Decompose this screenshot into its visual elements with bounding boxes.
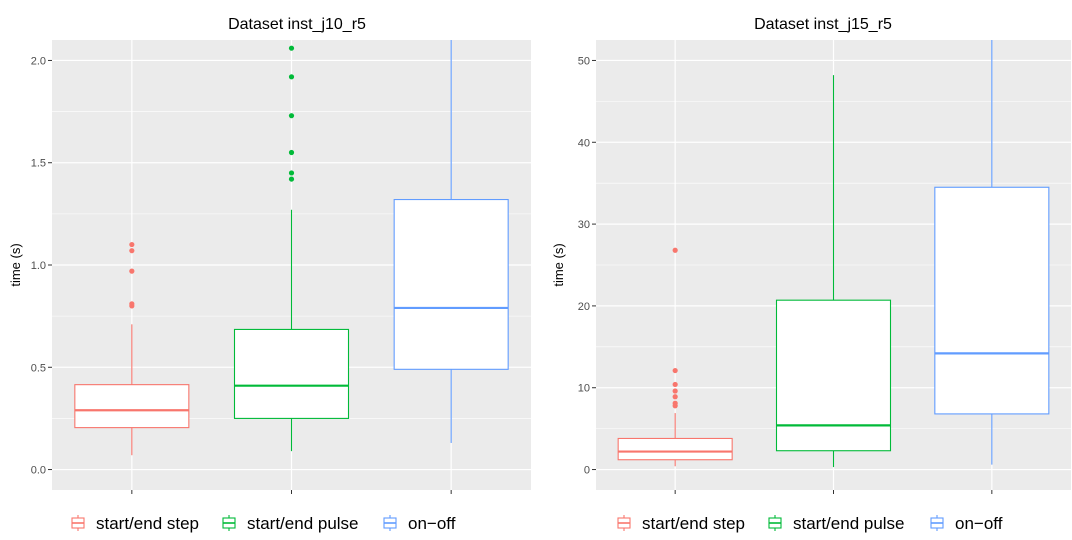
outlier-point — [288, 170, 295, 176]
outlier-point — [672, 247, 678, 253]
y-tick-label: 30 — [578, 219, 590, 231]
y-tick-label: 0.5 — [31, 362, 46, 374]
legend-item: start/end step — [617, 514, 745, 533]
y-tick-label: 0 — [584, 465, 590, 477]
legend-item: on−off — [930, 514, 1003, 533]
box-start-end-step — [74, 241, 190, 456]
plot-area — [74, 40, 509, 456]
iqr-box — [393, 198, 509, 370]
iqr-box — [74, 384, 190, 429]
y-axis-label: time (s) — [8, 243, 23, 286]
iqr-box — [775, 299, 892, 452]
outlier-point — [129, 268, 135, 274]
outlier-point — [672, 388, 678, 394]
legend-label: on−off — [408, 514, 456, 533]
y-axis-label: time (s) — [551, 243, 566, 286]
legend: start/end step start/end pulse on−off — [71, 514, 456, 533]
box-start-end-pulse — [233, 45, 350, 452]
y-tick-label: 50 — [578, 55, 590, 67]
outlier-point — [672, 381, 678, 388]
legend-label: on−off — [955, 514, 1003, 533]
y-tick-label: 1.0 — [31, 260, 46, 272]
iqr-box — [617, 437, 733, 461]
outlier-point — [288, 45, 295, 51]
chart-title: Dataset inst_j15_r5 — [754, 16, 892, 33]
y-tick-label: 1.5 — [31, 158, 46, 170]
iqr-box — [233, 328, 350, 419]
outlier-point — [288, 149, 295, 156]
outlier-point — [288, 176, 295, 182]
box-start-end-step — [617, 247, 733, 467]
legend-label: start/end step — [642, 514, 745, 533]
y-tick-label: 40 — [578, 137, 590, 149]
y-tick-label: 20 — [578, 301, 590, 313]
outlier-point — [672, 394, 678, 400]
iqr-box — [934, 186, 1050, 415]
outlier-point — [129, 248, 135, 254]
outlier-point — [288, 74, 295, 80]
box-on-off — [934, 40, 1050, 465]
outlier-point — [129, 301, 135, 307]
legend-item: start/end step — [71, 514, 199, 533]
legend-label: start/end pulse — [793, 514, 905, 533]
box-start-end-pulse — [775, 75, 892, 468]
chart-title: Dataset inst_j10_r5 — [228, 16, 366, 33]
plot-area — [617, 40, 1050, 468]
y-tick-label: 10 — [578, 383, 590, 395]
box-on-off — [393, 40, 509, 443]
legend-label: start/end pulse — [247, 514, 359, 533]
legend: start/end step start/end pulse on−off — [617, 514, 1003, 533]
outlier-point — [129, 241, 135, 248]
outlier-point — [288, 113, 295, 119]
legend-item: start/end pulse — [768, 514, 905, 533]
legend-item: on−off — [383, 514, 456, 533]
legend-label: start/end step — [96, 514, 199, 533]
y-tick-label: 2.0 — [31, 55, 46, 67]
legend-item: start/end pulse — [222, 514, 359, 533]
outlier-point — [672, 367, 678, 374]
y-tick-label: 0.0 — [31, 465, 46, 477]
outlier-point — [672, 400, 678, 406]
